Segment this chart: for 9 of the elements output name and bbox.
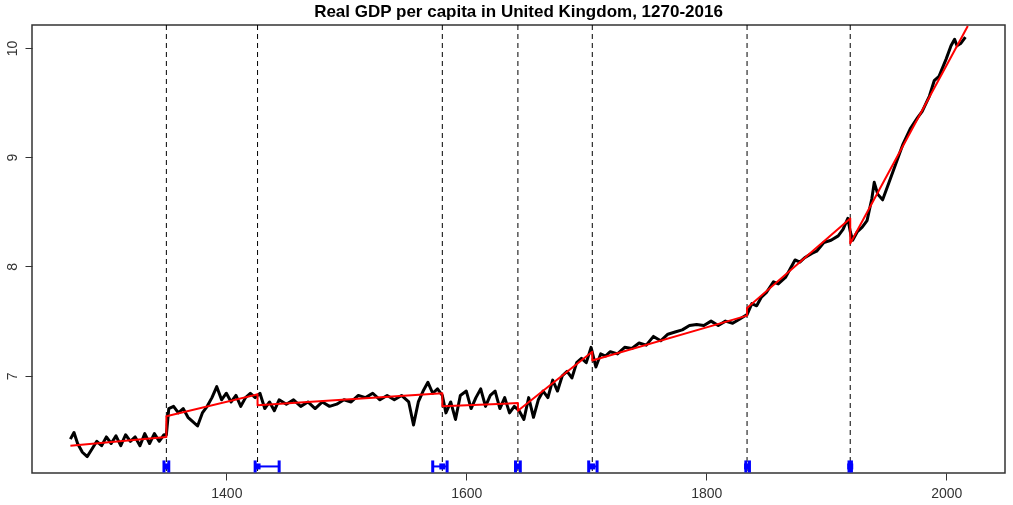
x-tick-label: 1600 bbox=[451, 484, 483, 501]
x-tick-label: 2000 bbox=[931, 484, 963, 501]
y-tick-label: 8 bbox=[3, 262, 20, 271]
x-tick-label: 1800 bbox=[691, 484, 723, 501]
chart-title: Real GDP per capita in United Kingdom, 1270-2016 bbox=[314, 1, 723, 21]
x-tick-label: 1400 bbox=[211, 484, 243, 501]
y-tick-label: 10 bbox=[3, 40, 20, 57]
y-tick-label: 9 bbox=[3, 153, 20, 162]
y-tick-label: 7 bbox=[3, 372, 20, 381]
